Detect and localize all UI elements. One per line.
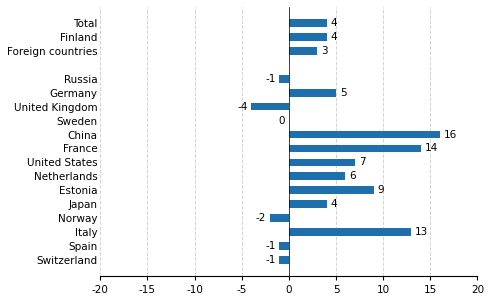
Bar [270, 214, 289, 222]
Bar [289, 131, 440, 138]
Text: -4: -4 [237, 102, 247, 112]
Text: 5: 5 [340, 88, 347, 98]
Text: 3: 3 [321, 46, 327, 56]
Bar [289, 47, 317, 55]
Text: 4: 4 [330, 199, 337, 209]
Text: -2: -2 [256, 213, 266, 223]
Text: 6: 6 [349, 171, 356, 181]
Bar [289, 172, 346, 180]
Bar [289, 19, 327, 27]
Text: -1: -1 [265, 241, 276, 251]
Bar [289, 228, 411, 236]
Bar [289, 159, 355, 166]
Bar [289, 200, 327, 208]
Text: 4: 4 [330, 18, 337, 28]
Bar [279, 256, 289, 264]
Text: 16: 16 [443, 130, 457, 140]
Text: 9: 9 [378, 185, 384, 195]
Bar [289, 89, 336, 97]
Text: 0: 0 [279, 116, 285, 126]
Text: 14: 14 [425, 143, 438, 153]
Bar [279, 75, 289, 82]
Text: 4: 4 [330, 32, 337, 42]
Text: -1: -1 [265, 74, 276, 84]
Bar [251, 103, 289, 111]
Bar [279, 242, 289, 250]
Text: 7: 7 [359, 157, 365, 167]
Bar [289, 145, 421, 152]
Bar [289, 33, 327, 41]
Bar [289, 186, 374, 194]
Text: 13: 13 [415, 227, 429, 237]
Text: -1: -1 [265, 255, 276, 265]
